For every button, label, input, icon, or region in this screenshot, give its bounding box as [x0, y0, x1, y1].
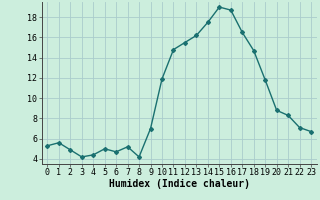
X-axis label: Humidex (Indice chaleur): Humidex (Indice chaleur): [109, 179, 250, 189]
